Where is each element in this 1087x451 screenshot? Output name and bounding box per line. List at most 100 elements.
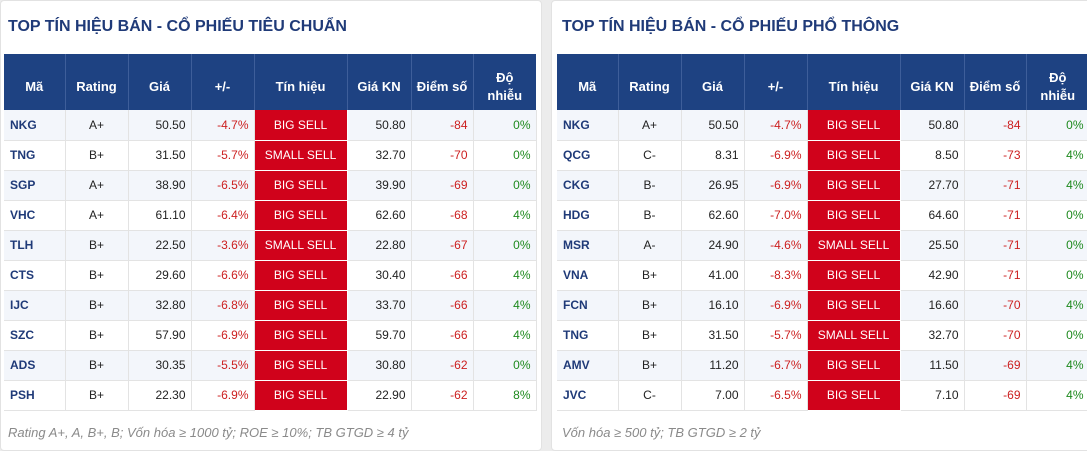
table-row[interactable]: QCG C- 8.31 -6.9% BIG SELL 8.50 -73 4% xyxy=(557,140,1087,171)
table-row[interactable]: MSR A- 24.90 -4.6% SMALL SELL 25.50 -71 0% xyxy=(557,230,1087,261)
noise: 0% xyxy=(1026,110,1087,141)
stock-code[interactable]: PSH xyxy=(4,380,66,411)
rating: A+ xyxy=(65,170,129,201)
table-row[interactable]: TLH B+ 22.50 -3.6% SMALL SELL 22.80 -67 0% xyxy=(4,230,537,261)
score: -70 xyxy=(411,140,474,171)
col-resistance-price[interactable]: Giá KN xyxy=(347,54,412,110)
table-row[interactable]: PSH B+ 22.30 -6.9% BIG SELL 22.90 -62 8% xyxy=(4,380,537,411)
price: 62.60 xyxy=(681,200,745,231)
resistance-price: 62.60 xyxy=(347,200,412,231)
table-row[interactable]: VHC A+ 61.10 -6.4% BIG SELL 62.60 -68 4% xyxy=(4,200,537,231)
col-rating[interactable]: Rating xyxy=(65,54,129,110)
price: 24.90 xyxy=(681,230,745,261)
noise: 0% xyxy=(473,230,537,261)
change-percent: -4.7% xyxy=(744,110,808,141)
score: -66 xyxy=(411,320,474,351)
table-row[interactable]: TNG B+ 31.50 -5.7% SMALL SELL 32.70 -70 0% xyxy=(4,140,537,171)
col-resistance-price[interactable]: Giá KN xyxy=(900,54,965,110)
noise: 4% xyxy=(1026,290,1087,321)
rating: C- xyxy=(618,140,682,171)
col-signal[interactable]: Tín hiệu xyxy=(807,54,901,110)
table-row[interactable]: VNA B+ 41.00 -8.3% BIG SELL 42.90 -71 0% xyxy=(557,260,1087,291)
change-percent: -5.7% xyxy=(744,320,808,351)
signal-badge: SMALL SELL xyxy=(807,230,901,261)
table-row[interactable]: CKG B- 26.95 -6.9% BIG SELL 27.70 -71 4% xyxy=(557,170,1087,201)
change-percent: -6.9% xyxy=(744,140,808,171)
stock-code[interactable]: QCG xyxy=(557,140,619,171)
stock-code[interactable]: JVC xyxy=(557,380,619,411)
price: 8.31 xyxy=(681,140,745,171)
stock-code[interactable]: CTS xyxy=(4,260,66,291)
resistance-price: 22.80 xyxy=(347,230,412,261)
change-percent: -6.9% xyxy=(744,290,808,321)
stock-code[interactable]: SZC xyxy=(4,320,66,351)
stock-code[interactable]: VNA xyxy=(557,260,619,291)
table-row[interactable]: NKG A+ 50.50 -4.7% BIG SELL 50.80 -84 0% xyxy=(4,110,537,141)
col-noise[interactable]: Độ nhiễu xyxy=(1026,54,1087,110)
col-rating[interactable]: Rating xyxy=(618,54,682,110)
stock-code[interactable]: ADS xyxy=(4,350,66,381)
table-row[interactable]: IJC B+ 32.80 -6.8% BIG SELL 33.70 -66 4% xyxy=(4,290,537,321)
stock-code[interactable]: VHC xyxy=(4,200,66,231)
col-score[interactable]: Điểm số xyxy=(411,54,474,110)
signals-table: Mã Rating Giá +/- Tín hiệu Giá KN Điểm s… xyxy=(557,54,1087,411)
col-signal[interactable]: Tín hiệu xyxy=(254,54,348,110)
table-row[interactable]: AMV B+ 11.20 -6.7% BIG SELL 11.50 -69 4% xyxy=(557,350,1087,381)
noise: 4% xyxy=(1026,170,1087,201)
signal-badge: BIG SELL xyxy=(807,200,901,231)
noise: 0% xyxy=(473,170,537,201)
rating: B- xyxy=(618,170,682,201)
col-code[interactable]: Mã xyxy=(4,54,66,110)
col-change[interactable]: +/- xyxy=(191,54,255,110)
stock-code[interactable]: TNG xyxy=(557,320,619,351)
noise: 4% xyxy=(473,260,537,291)
table-row[interactable]: ADS B+ 30.35 -5.5% BIG SELL 30.80 -62 0% xyxy=(4,350,537,381)
stock-code[interactable]: TLH xyxy=(4,230,66,261)
col-score[interactable]: Điểm số xyxy=(964,54,1027,110)
stock-code[interactable]: TNG xyxy=(4,140,66,171)
table-row[interactable]: TNG B+ 31.50 -5.7% SMALL SELL 32.70 -70 0% xyxy=(557,320,1087,351)
score: -62 xyxy=(411,380,474,411)
noise: 4% xyxy=(1026,380,1087,411)
col-noise[interactable]: Độ nhiễu xyxy=(473,54,536,110)
rating: B+ xyxy=(618,260,682,291)
change-percent: -5.7% xyxy=(191,140,255,171)
stock-code[interactable]: FCN xyxy=(557,290,619,321)
table-row[interactable]: SZC B+ 57.90 -6.9% BIG SELL 59.70 -66 4% xyxy=(4,320,537,351)
table-row[interactable]: JVC C- 7.00 -6.5% BIG SELL 7.10 -69 4% xyxy=(557,380,1087,411)
score: -68 xyxy=(411,200,474,231)
stock-code[interactable]: AMV xyxy=(557,350,619,381)
table-header-row: Mã Rating Giá +/- Tín hiệu Giá KN Điểm s… xyxy=(4,54,536,110)
table-row[interactable]: NKG A+ 50.50 -4.7% BIG SELL 50.80 -84 0% xyxy=(557,110,1087,141)
score: -84 xyxy=(411,110,474,141)
noise: 4% xyxy=(473,320,537,351)
stock-code[interactable]: CKG xyxy=(557,170,619,201)
resistance-price: 30.40 xyxy=(347,260,412,291)
price: 32.80 xyxy=(128,290,192,321)
filter-footnote: Rating A+, A, B+, B; Vốn hóa ≥ 1000 tỷ; … xyxy=(8,425,409,440)
rating: A+ xyxy=(65,110,129,141)
rating: A+ xyxy=(618,110,682,141)
stock-code[interactable]: IJC xyxy=(4,290,66,321)
price: 31.50 xyxy=(128,140,192,171)
col-price[interactable]: Giá xyxy=(128,54,192,110)
col-price[interactable]: Giá xyxy=(681,54,745,110)
table-row[interactable]: HDG B- 62.60 -7.0% BIG SELL 64.60 -71 0% xyxy=(557,200,1087,231)
stock-code[interactable]: SGP xyxy=(4,170,66,201)
table-row[interactable]: CTS B+ 29.60 -6.6% BIG SELL 30.40 -66 4% xyxy=(4,260,537,291)
signal-badge: BIG SELL xyxy=(807,380,901,411)
rating: B+ xyxy=(65,320,129,351)
table-row[interactable]: SGP A+ 38.90 -6.5% BIG SELL 39.90 -69 0% xyxy=(4,170,537,201)
col-code[interactable]: Mã xyxy=(557,54,619,110)
signal-badge: BIG SELL xyxy=(254,320,348,351)
col-change[interactable]: +/- xyxy=(744,54,808,110)
col-noise-line1: Độ xyxy=(496,70,514,85)
change-percent: -4.6% xyxy=(744,230,808,261)
stock-code[interactable]: NKG xyxy=(4,110,66,141)
noise: 0% xyxy=(1026,200,1087,231)
stock-code[interactable]: HDG xyxy=(557,200,619,231)
table-row[interactable]: FCN B+ 16.10 -6.9% BIG SELL 16.60 -70 4% xyxy=(557,290,1087,321)
stock-code[interactable]: MSR xyxy=(557,230,619,261)
change-percent: -6.7% xyxy=(744,350,808,381)
stock-code[interactable]: NKG xyxy=(557,110,619,141)
